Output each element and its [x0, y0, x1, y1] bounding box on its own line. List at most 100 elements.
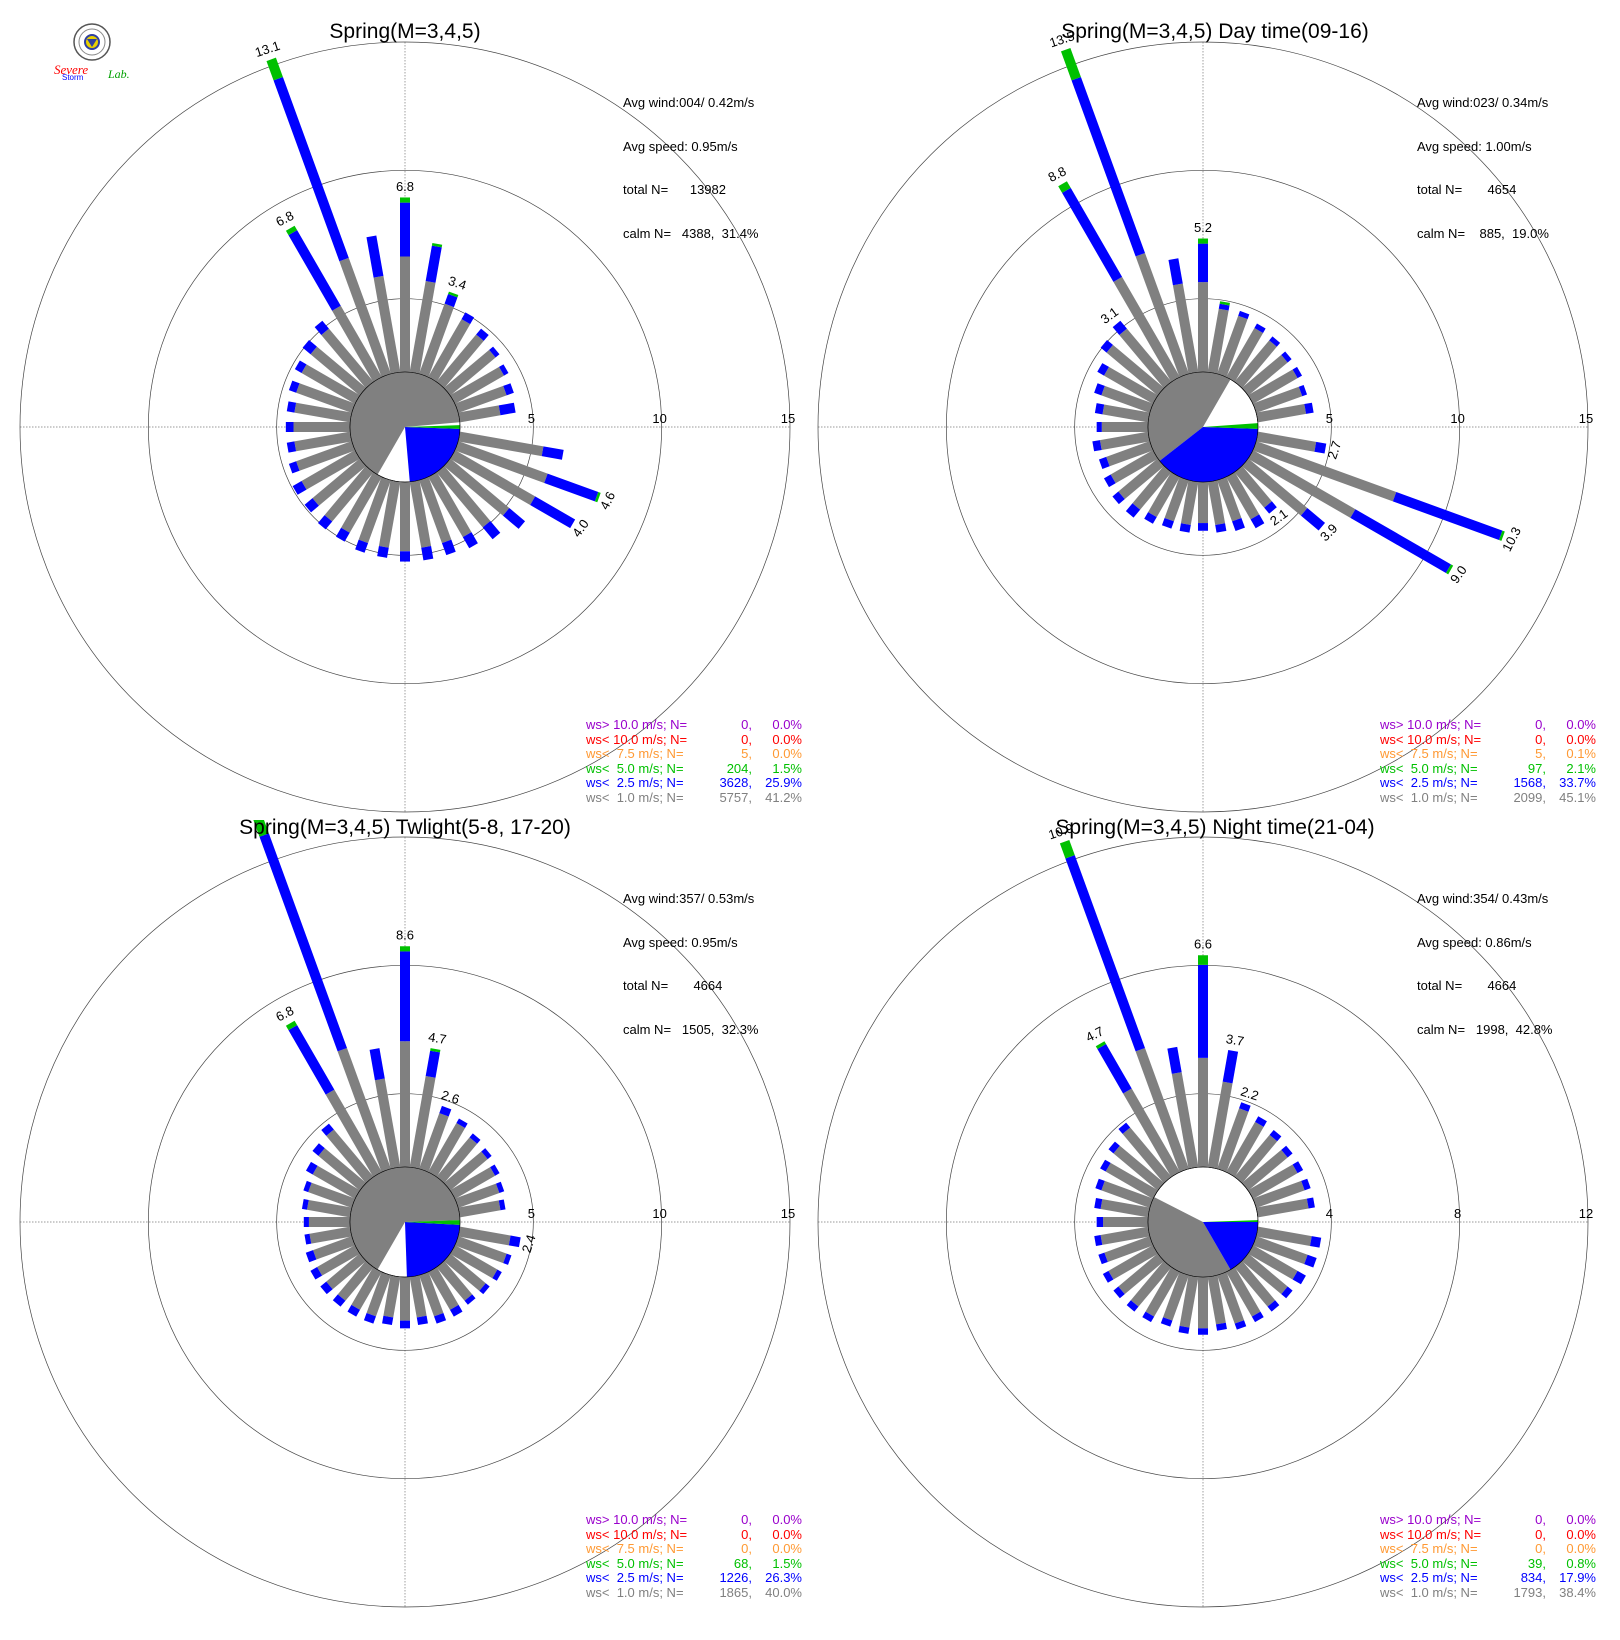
bar-segment-gray	[1217, 476, 1242, 522]
avg-wind-text: Avg wind:023/ 0.34m/s	[1417, 95, 1549, 110]
windrose-chart: 5 10 152.710.39.03.92.13.18.813.55.2	[817, 28, 1593, 813]
bar-segment-blue	[1215, 1322, 1227, 1331]
legend-label: ws< 1.0 m/s; N=	[586, 789, 684, 805]
bar-segment-gray	[1105, 1162, 1158, 1199]
legend-label: ws< 7.5 m/s; N=	[1380, 746, 1478, 761]
calm-sector-green	[1203, 423, 1258, 429]
bar-segment-blue	[481, 1148, 492, 1160]
calm-sector-gray	[349, 371, 460, 475]
bar-segment-blue	[1168, 258, 1183, 286]
bar-segment-gray	[1241, 1253, 1288, 1295]
bar-value-label: 8.6	[396, 928, 414, 943]
calm-sector-blue	[1203, 1222, 1258, 1270]
bar-segment-gray	[374, 1078, 401, 1169]
chart-title: Spring(M=3,4,5) Day time(09-16)	[1061, 20, 1369, 43]
bar-segment-gray	[1130, 1260, 1172, 1307]
bar-segment-gray	[341, 472, 382, 533]
calm-sector-gray	[1148, 1197, 1231, 1277]
bar-segment-blue	[1300, 508, 1326, 531]
stats-block: Avg wind:357/ 0.53m/s Avg speed: 0.95m/s…	[623, 863, 759, 1066]
bar-segment-gray	[1100, 1199, 1150, 1218]
bar-segment-gray	[1198, 1277, 1208, 1329]
legend-label: ws< 10.0 m/s; N=	[1380, 1526, 1482, 1542]
bar-segment-gray	[1226, 472, 1260, 520]
bar-segment-green	[1095, 1041, 1107, 1050]
stats-block: Avg wind:023/ 0.34m/s Avg speed: 1.00m/s…	[1417, 67, 1549, 270]
bar-segment-blue	[1314, 441, 1327, 454]
bar-segment-blue	[1238, 310, 1250, 320]
legend-count: 5757,	[719, 789, 752, 805]
legend-row: ws< 5.0 m/s; N= 39, 0.8%	[1380, 1556, 1596, 1572]
calm-outline	[1147, 1166, 1259, 1278]
calm-sector-blue	[405, 1222, 460, 1277]
bar-segment-gray	[1248, 369, 1298, 404]
bar-segment-blue	[286, 401, 297, 413]
bar-segment-blue	[1281, 351, 1292, 363]
bar-segment-gray	[1145, 1267, 1180, 1317]
bar-segment-gray	[400, 256, 410, 372]
bar-segment-blue	[1232, 517, 1245, 532]
bar-segment-blue	[1234, 1320, 1247, 1330]
bar-segment-green	[430, 1048, 441, 1053]
radial-tick-label: 10	[1450, 411, 1464, 426]
bar-segment-blue	[1292, 1161, 1304, 1174]
legend-percent: 38.4%	[1559, 1584, 1596, 1600]
bar-segment-gray	[400, 1041, 410, 1167]
bar-segment-blue	[1298, 385, 1308, 397]
bar-segment-blue	[1301, 1178, 1311, 1191]
bar-segment-blue	[1096, 1217, 1104, 1227]
bar-segment-gray	[1226, 327, 1264, 382]
bar-segment-blue	[332, 1294, 346, 1307]
bar-segment-gray	[296, 441, 356, 471]
bar-segment-gray	[373, 275, 401, 374]
bar-segment-blue	[286, 441, 297, 453]
bar-segment-gray	[337, 1048, 391, 1173]
bar-segment-gray	[458, 1200, 501, 1218]
bar-segment-green	[1059, 839, 1075, 859]
bar-segment-gray	[1164, 476, 1189, 522]
bar-segment-gray	[337, 1260, 374, 1301]
windrose-chart: 5 10 153.44.64.06.813.16.8	[19, 38, 795, 813]
bar-value-label: 4.6	[597, 489, 619, 512]
bar-segment-gray	[1241, 458, 1308, 516]
bar-segment-gray	[1241, 1149, 1288, 1191]
bar-segment-gray	[458, 1226, 511, 1246]
svg-text:Severe: Severe	[54, 62, 88, 77]
legend-row: ws< 2.5 m/s; N= 3628, 25.9%	[586, 775, 802, 791]
bar-segment-gray	[1207, 1275, 1226, 1325]
legend-row: ws> 10.0 m/s; N= 0, 0.0%	[1380, 1512, 1596, 1528]
legend-percent: 0.0%	[1566, 1541, 1596, 1556]
legend-row: ws< 2.5 m/s; N= 834, 17.9%	[1380, 1570, 1596, 1586]
range-ring	[147, 169, 663, 685]
bar-segment-blue	[476, 328, 489, 341]
bar-segment-gray	[1101, 1180, 1154, 1208]
bar-segment-blue	[303, 1180, 312, 1193]
calm-sector-green	[1203, 1220, 1258, 1222]
legend-row: ws< 7.5 m/s; N= 5, 0.1%	[1380, 746, 1596, 762]
legend-label: ws< 10.0 m/s; N=	[586, 1526, 688, 1542]
legend-label: ws> 10.0 m/s; N=	[586, 717, 688, 732]
bar-segment-blue	[1251, 1311, 1264, 1323]
calm-outline	[349, 371, 461, 483]
bar-segment-gray	[1122, 1127, 1172, 1184]
legend-percent: 0.0%	[772, 731, 802, 747]
legend-count: 1226,	[719, 1570, 752, 1585]
windrose-panel-spring: 5 10 15 3.4 4.6 4.0 6.8 13.1 6.8 Spring(M=3,4,5)…	[0, 0, 810, 820]
legend-label: ws< 2.5 m/s; N=	[586, 775, 684, 790]
bar-segment-blue	[1126, 1300, 1139, 1312]
bar-segment-blue	[1310, 1236, 1322, 1248]
bar-segment-blue	[1292, 366, 1303, 379]
legend-percent: 25.9%	[765, 775, 802, 790]
bar-segment-blue	[1097, 363, 1109, 376]
bar-segment-blue	[305, 1161, 318, 1175]
bar-segment-gray	[454, 1236, 507, 1264]
bar-segment-gray	[1234, 340, 1277, 389]
bar-segment-green	[266, 57, 283, 81]
bar-segment-blue	[1269, 1129, 1282, 1142]
bar-value-label: 13.1	[253, 38, 282, 60]
bar-segment-gray	[1118, 458, 1165, 500]
bar-segment-blue	[355, 539, 369, 553]
bar-segment-gray	[1135, 253, 1189, 378]
bar-segment-blue	[1113, 1286, 1125, 1299]
range-ring	[19, 836, 791, 1608]
